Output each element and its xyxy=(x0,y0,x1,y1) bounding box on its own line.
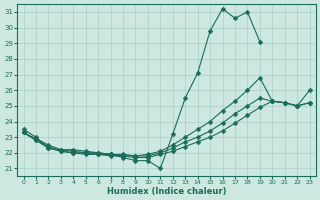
X-axis label: Humidex (Indice chaleur): Humidex (Indice chaleur) xyxy=(107,187,226,196)
